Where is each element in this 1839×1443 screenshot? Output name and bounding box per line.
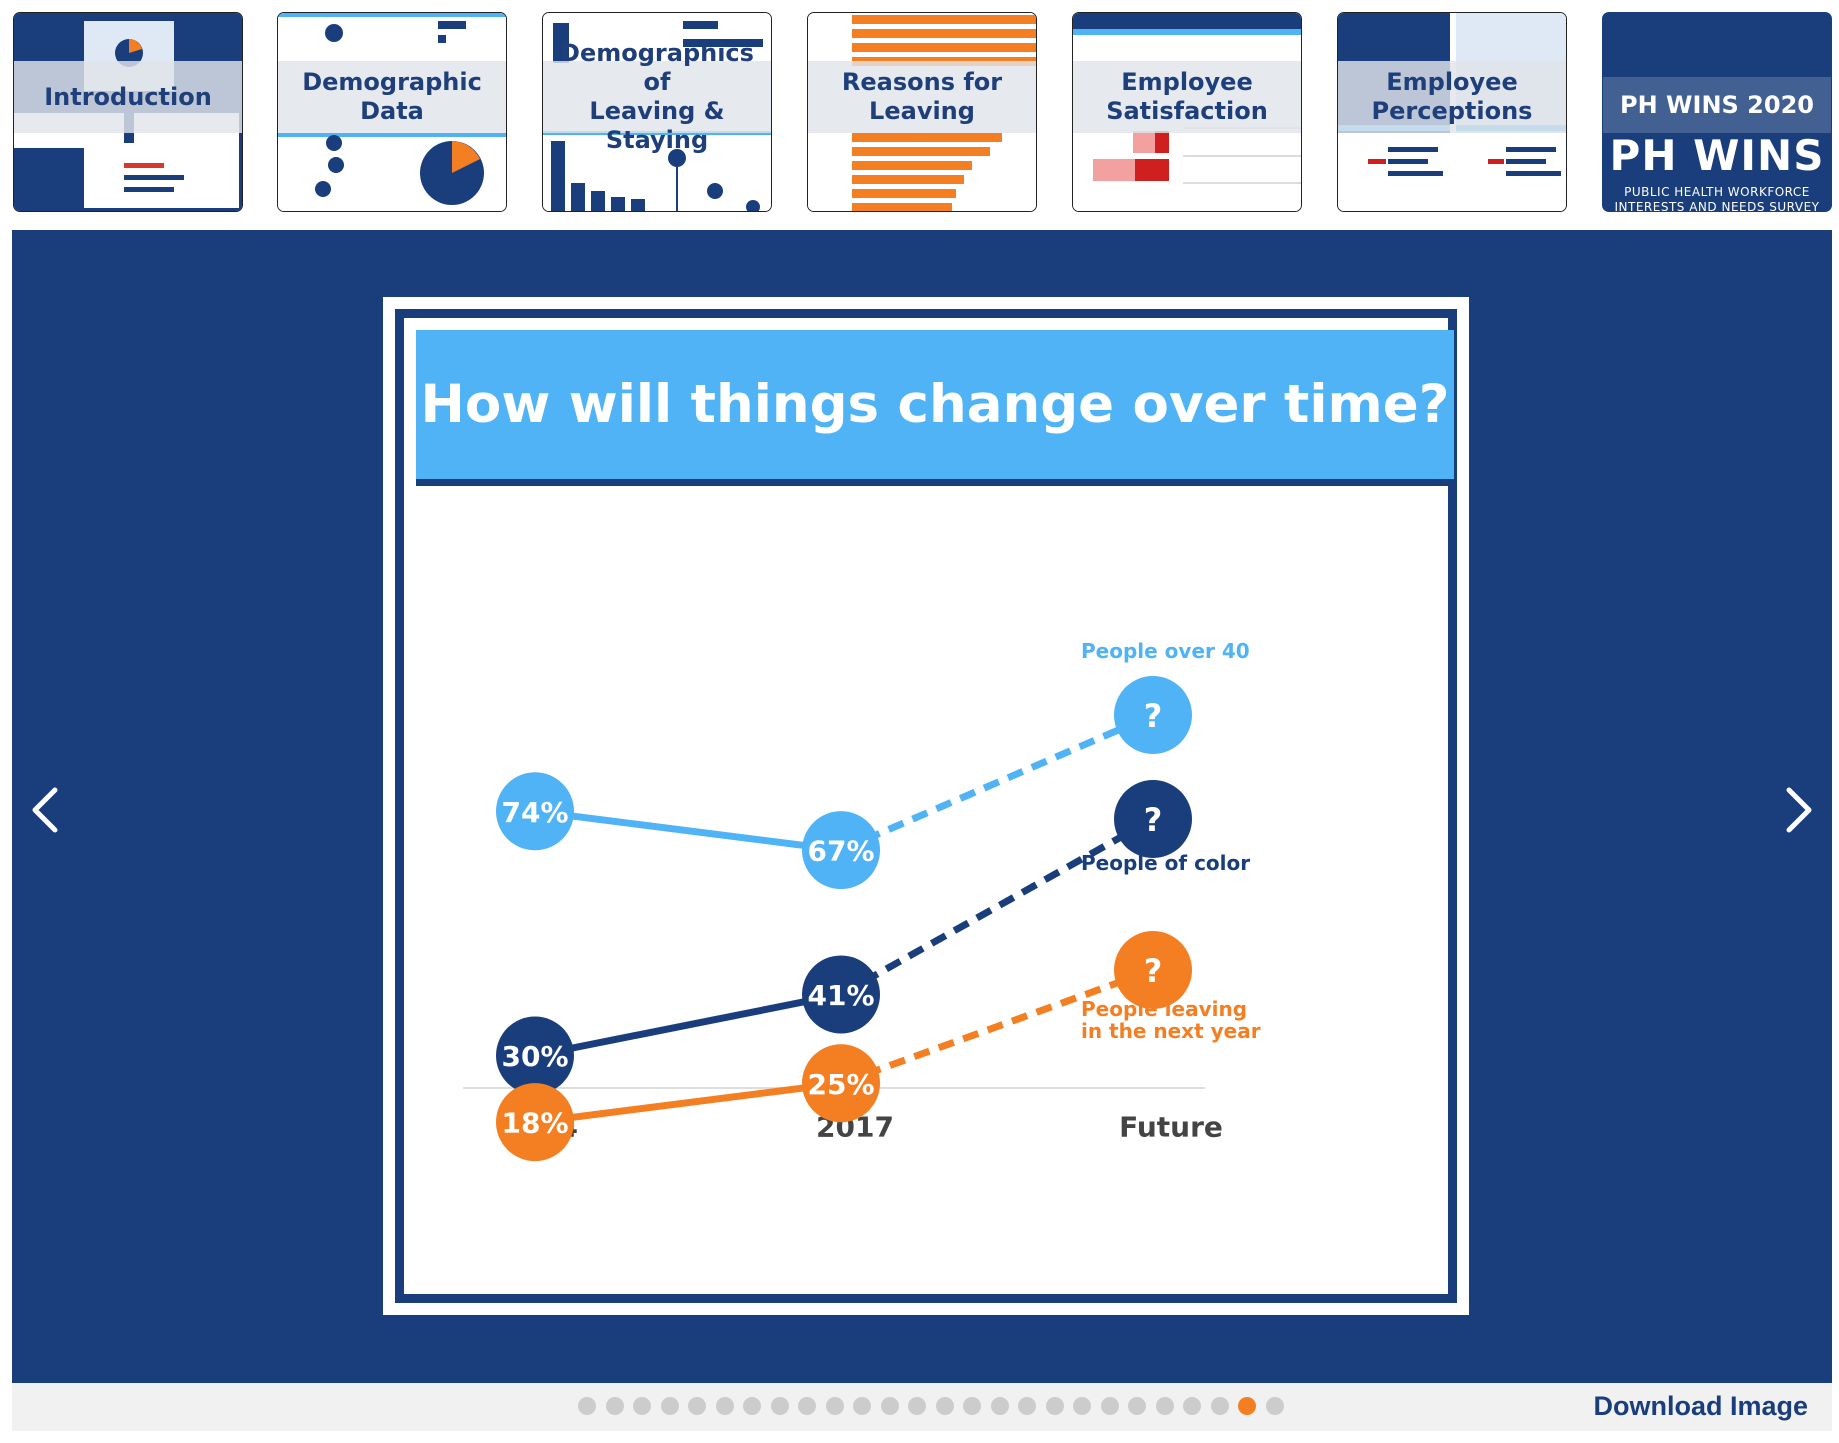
thumbnail-reasons-for-leaving[interactable]: Reasons for Leaving — [807, 12, 1037, 212]
series-line — [534, 1079, 842, 1126]
pagination-dot[interactable] — [770, 1397, 789, 1415]
pagination-dot[interactable] — [715, 1397, 734, 1415]
pagination-dot[interactable] — [660, 1397, 679, 1415]
pagination-dot[interactable] — [1100, 1397, 1119, 1415]
thumbnail-ph-wins-2020[interactable]: PH WINS 2020 PH WINS PUBLIC HEALTH WORKF… — [1602, 12, 1832, 212]
thumbnail-demographics-leaving-staying[interactable]: Demographics of Leaving & Staying — [542, 12, 772, 212]
series-line — [534, 807, 842, 854]
pagination-dot[interactable] — [825, 1397, 844, 1415]
series-projection-line — [839, 815, 1155, 998]
pagination-dot[interactable] — [1183, 1397, 1201, 1415]
next-slide-button[interactable] — [1774, 770, 1824, 850]
series-label: People over 40 — [1081, 639, 1250, 663]
thumbnail-label: Reasons for Leaving — [841, 68, 1003, 125]
data-label: 25% — [807, 1068, 874, 1101]
previous-slide-button[interactable] — [20, 770, 70, 850]
pagination-dot[interactable] — [880, 1397, 899, 1415]
data-point-marker — [802, 955, 880, 1034]
thumbnail-label: Demographics of Leaving & Staying — [560, 39, 754, 154]
ph-wins-tagline: PUBLIC HEALTH WORKFORCE INTERESTS AND NE… — [1614, 185, 1820, 212]
thumbnail-label-band: Demographic Data — [278, 61, 506, 133]
data-point-marker — [1114, 676, 1192, 754]
data-point-marker — [496, 1083, 574, 1162]
slide-title-banner: How will things change over time? — [416, 330, 1454, 486]
series-line — [534, 991, 842, 1059]
ph-wins-logo: PH WINS — [1609, 131, 1825, 180]
download-image-link[interactable]: Download Image — [1593, 1391, 1808, 1421]
pagination-dot[interactable] — [1210, 1397, 1229, 1415]
thumbnail-employee-perceptions[interactable]: Employee Perceptions — [1337, 12, 1567, 212]
slide-viewer: How will things change over time? 201420… — [12, 230, 1832, 1383]
pagination-dot[interactable] — [853, 1397, 871, 1415]
series-label: People leaving — [1081, 997, 1247, 1021]
thumbnail-label-band: Employee Perceptions — [1338, 61, 1566, 133]
pagination-dot[interactable] — [605, 1397, 624, 1415]
series-projection-line — [839, 711, 1155, 854]
thumbnail-introduction[interactable]: Introduction — [13, 12, 243, 212]
slide-title: How will things change over time? — [420, 374, 1450, 435]
data-label: 41% — [807, 979, 874, 1012]
thumbnail-label-band: Employee Satisfaction — [1073, 61, 1301, 133]
series-label: in the next year — [1081, 1019, 1261, 1043]
series-projection-line — [839, 966, 1155, 1087]
series-label: People of color — [1081, 851, 1250, 875]
pagination-dot[interactable] — [935, 1397, 954, 1415]
data-point-marker — [802, 1044, 880, 1123]
data-label: ? — [1144, 801, 1163, 839]
pagination-dot[interactable] — [578, 1397, 596, 1415]
x-tick-label: Future — [1119, 1111, 1223, 1144]
thumbnail-label: PH WINS 2020 — [1603, 77, 1831, 133]
data-point-marker — [496, 772, 574, 851]
data-point-marker — [496, 1016, 574, 1095]
pagination-dot[interactable] — [1018, 1397, 1036, 1415]
thumbnail-label-band: Reasons for Leaving — [808, 61, 1036, 133]
pagination-dot[interactable] — [1073, 1397, 1091, 1415]
data-label: 67% — [807, 835, 874, 868]
slide-thumbnail-strip: Introduction Demographic Data — [0, 0, 1839, 220]
pagination-dot[interactable] — [1128, 1397, 1146, 1415]
line-chart: 20142017Future74%67%?People over 4030%41… — [463, 639, 1261, 1162]
thumbnail-label-band: Introduction — [14, 61, 242, 133]
thumbnail-label: Demographic Data — [302, 68, 482, 125]
data-point-marker — [1114, 931, 1192, 1009]
thumbnail-label: Employee Satisfaction — [1106, 68, 1268, 125]
pagination-dot[interactable] — [1155, 1397, 1174, 1415]
data-label: ? — [1144, 697, 1163, 735]
pagination-dot[interactable] — [1238, 1397, 1256, 1415]
pagination-dot[interactable] — [688, 1397, 706, 1415]
data-point-marker — [802, 811, 880, 890]
data-label: ? — [1144, 952, 1163, 990]
pagination-dot[interactable] — [1045, 1397, 1064, 1415]
viewer-footer: Download Image — [12, 1383, 1832, 1431]
slide-image: How will things change over time? 201420… — [383, 297, 1469, 1315]
pagination-dot[interactable] — [1265, 1397, 1284, 1415]
thumbnail-label: Introduction — [44, 82, 212, 111]
thumbnail-label-band: Demographics of Leaving & Staying — [543, 39, 771, 154]
pagination-dot[interactable] — [743, 1397, 761, 1415]
pagination-dot[interactable] — [633, 1397, 651, 1415]
thumbnail-label: Employee Perceptions — [1371, 68, 1533, 125]
chevron-left-icon — [32, 787, 58, 833]
pagination-dot[interactable] — [963, 1397, 981, 1415]
slide-pagination — [578, 1397, 1284, 1417]
thumbnail-employee-satisfaction[interactable]: Employee Satisfaction — [1072, 12, 1302, 212]
chevron-right-icon — [1786, 787, 1812, 833]
data-point-marker — [1114, 780, 1192, 858]
thumbnail-demographic-data[interactable]: Demographic Data — [277, 12, 507, 212]
data-label: 30% — [501, 1040, 568, 1073]
pagination-dot[interactable] — [798, 1397, 816, 1415]
pagination-dot[interactable] — [908, 1397, 926, 1415]
data-label: 74% — [501, 796, 568, 829]
data-label: 18% — [501, 1107, 568, 1140]
pagination-dot[interactable] — [990, 1397, 1009, 1415]
